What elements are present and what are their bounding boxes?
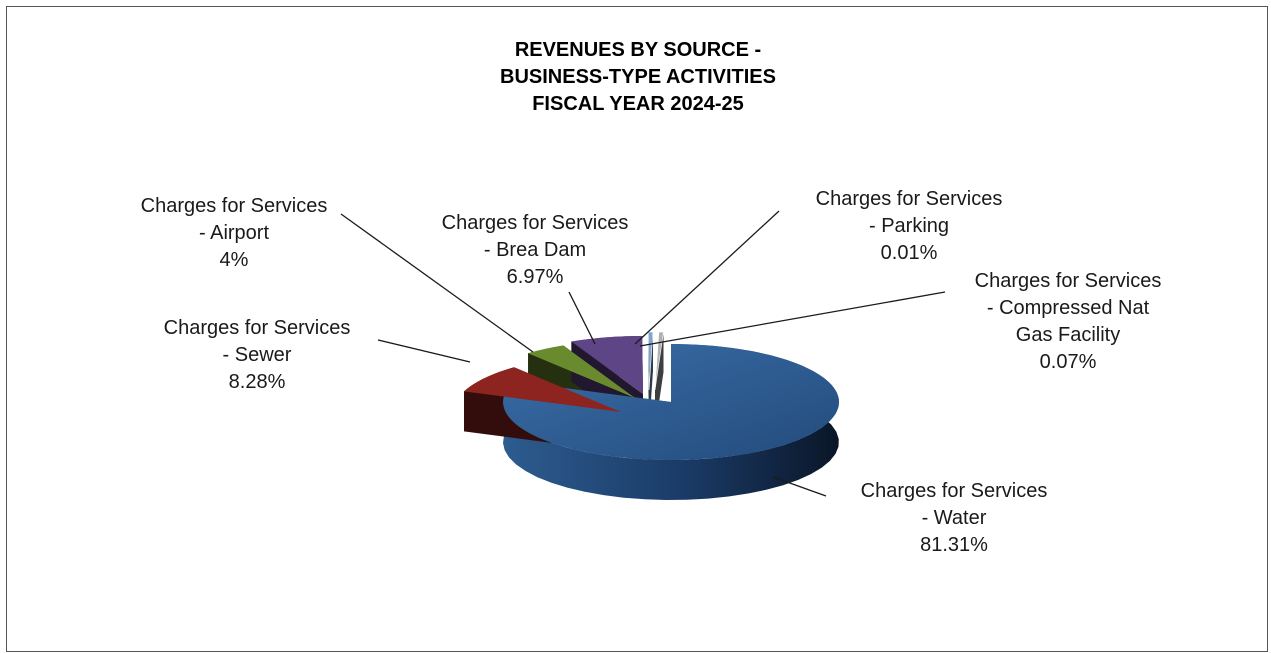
slice-percent-1: 8.28%: [229, 371, 286, 393]
slice-label-line-5-0: Charges for Services: [975, 270, 1162, 292]
chart-frame: REVENUES BY SOURCE - BUSINESS-TYPE ACTIV…: [6, 6, 1268, 652]
slice-label-2: Charges for Services - Airport 4%: [141, 195, 328, 271]
slice-label-line-2-0: Charges for Services: [141, 195, 328, 217]
slice-label-line-3-1: - Brea Dam: [484, 239, 586, 261]
leader-line-5: [639, 291, 946, 347]
pie-slice-3: [571, 336, 643, 394]
slice-label-line-4-0: Charges for Services: [816, 188, 1003, 210]
pie-slice-5: [654, 331, 664, 391]
slice-percent-2: 4%: [220, 249, 249, 271]
slice-label-line-2-1: - Airport: [199, 222, 269, 244]
leader-line-0: [772, 476, 827, 497]
pie-chart: Charges for Services - Water 81.31%Charges…: [141, 188, 1162, 556]
slice-percent-0: 81.31%: [920, 534, 988, 556]
slice-label-line-5-2: Gas Facility: [1016, 324, 1120, 346]
slice-label-line-1-0: Charges for Services: [164, 317, 351, 339]
pie-slice-2: [528, 345, 635, 398]
slice-label-line-1-1: - Sewer: [223, 344, 292, 366]
pie-slice-1: [464, 367, 621, 412]
chart-title: REVENUES BY SOURCE - BUSINESS-TYPE ACTIV…: [7, 37, 1269, 118]
leader-lines: [340, 210, 946, 497]
slice-label-line-0-0: Charges for Services: [861, 480, 1048, 502]
chart-title-line-2: BUSINESS-TYPE ACTIVITIES: [500, 66, 776, 88]
leader-line-3: [568, 291, 596, 345]
slice-label-5: Charges for Services - Compressed Nat Gas …: [975, 270, 1162, 373]
leader-line-1: [377, 339, 471, 363]
slice-percent-3: 6.97%: [507, 266, 564, 288]
chart-title-line-1: REVENUES BY SOURCE -: [514, 39, 762, 61]
slice-label-line-5-1: - Compressed Nat: [987, 297, 1150, 319]
slice-label-line-0-1: - Water: [922, 507, 987, 529]
slice-label-4: Charges for Services - Parking 0.01%: [816, 188, 1003, 264]
leader-line-2: [340, 213, 534, 353]
slice-label-3: Charges for Services - Brea Dam 6.97%: [442, 212, 629, 288]
chart-title-line-3: FISCAL YEAR 2024-25: [532, 93, 744, 115]
slice-label-1: Charges for Services - Sewer 8.28%: [164, 317, 351, 393]
slice-label-line-3-0: Charges for Services: [442, 212, 629, 234]
slice-label-0: Charges for Services - Water 81.31%: [861, 480, 1048, 556]
slice-percent-4: 0.01%: [881, 242, 938, 264]
slice-label-line-4-1: - Parking: [869, 215, 949, 237]
leader-line-4: [634, 210, 780, 345]
slice-percent-5: 0.07%: [1040, 351, 1097, 373]
slice-labels: Charges for Services - Water 81.31%Charges…: [141, 188, 1162, 556]
pie-slice-0: [503, 344, 840, 460]
pie-group: [464, 331, 840, 500]
